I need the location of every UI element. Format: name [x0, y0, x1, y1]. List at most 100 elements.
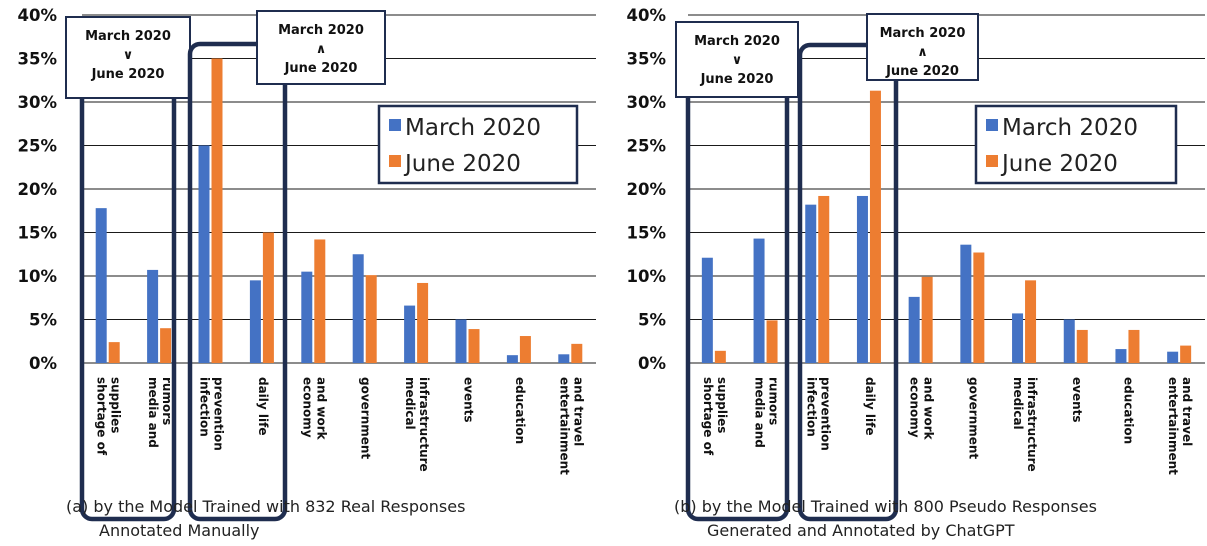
bar-march-2020	[701, 257, 713, 363]
x-category-label: education	[513, 377, 527, 444]
y-tick-label: 40%	[18, 6, 58, 25]
bar-march-2020	[960, 244, 972, 363]
annotation-box	[675, 21, 799, 98]
x-category-label: government	[359, 377, 373, 459]
bar-june-2020	[365, 275, 377, 363]
annotation-text: ∨	[732, 53, 743, 68]
bar-march-2020	[1115, 349, 1127, 363]
bar-march-2020	[558, 354, 570, 363]
x-category-label: media and	[146, 377, 160, 448]
y-tick-label: 30%	[18, 93, 58, 112]
bar-june-2020	[714, 350, 726, 363]
bar-march-2020	[198, 145, 210, 363]
bar-march-2020	[908, 296, 920, 363]
bar-march-2020	[1012, 313, 1024, 363]
legend-swatch	[389, 119, 401, 131]
legend-box	[974, 104, 1178, 185]
y-tick-label: 0%	[29, 354, 57, 373]
x-category-label: entertainment	[557, 377, 571, 475]
annotation-text: June 2020	[700, 72, 774, 87]
bar-june-2020	[766, 320, 778, 363]
bar-march-2020	[506, 355, 518, 363]
bar-march-2020	[352, 254, 364, 363]
x-category-label: infection	[804, 377, 818, 437]
bar-june-2020	[468, 329, 480, 363]
x-category-label: events	[1070, 377, 1084, 423]
y-tick-label: 30%	[627, 93, 667, 112]
bar-march-2020	[1063, 319, 1075, 363]
y-tick-label: 5%	[638, 311, 666, 330]
y-tick-label: 5%	[29, 311, 57, 330]
legend-label: March 2020	[405, 115, 541, 141]
legend-swatch	[986, 119, 998, 131]
x-category-label: media and	[753, 377, 767, 448]
bar-june-2020	[262, 232, 274, 363]
chart-caption: (b) by the Model Trained with 800 Pseudo…	[674, 497, 1097, 516]
y-tick-label: 15%	[18, 224, 58, 243]
legend: March 2020 June 2020	[974, 104, 1178, 185]
x-category-label: supplies	[715, 377, 729, 433]
bar-march-2020	[1167, 351, 1179, 363]
x-category-label: economy	[300, 377, 314, 438]
bar-june-2020	[519, 336, 531, 363]
x-category-label: entertainment	[1166, 377, 1180, 475]
x-category-label: prevention	[212, 377, 226, 451]
bar-march-2020	[249, 280, 261, 363]
x-category-label: prevention	[818, 377, 832, 451]
legend: March 2020 June 2020	[377, 104, 579, 185]
x-category-label: and travel	[1180, 377, 1194, 446]
annotation-box	[65, 16, 191, 99]
annotation-text: March 2020	[880, 26, 966, 41]
y-tick-label: 10%	[627, 267, 667, 286]
bar-march-2020	[404, 305, 416, 363]
bar-june-2020	[818, 195, 830, 363]
x-category-label: shortage of	[95, 377, 109, 456]
legend-label: March 2020	[1002, 115, 1138, 141]
annotation-box	[866, 13, 979, 81]
x-category-label: infection	[198, 377, 212, 437]
annotation-text: ∧	[316, 42, 327, 57]
bar-june-2020	[160, 328, 172, 363]
legend-label: June 2020	[1000, 151, 1118, 177]
annotation-text: June 2020	[885, 64, 959, 79]
y-tick-label: 25%	[627, 137, 667, 156]
bar-june-2020	[973, 252, 985, 363]
bar-june-2020	[869, 90, 881, 363]
chart-a: 0% 5% 10% 15% 20% 25% 30% 35% 40% shortage of supp…	[18, 6, 596, 540]
annotation-text: ∨	[123, 48, 134, 63]
bar-june-2020	[314, 239, 326, 363]
x-category-label: rumors	[160, 377, 174, 425]
x-category-label: daily life	[256, 377, 270, 436]
x-category-label: infrastructure	[1025, 377, 1039, 472]
chart-caption: (a) by the Model Trained with 832 Real R…	[66, 497, 465, 516]
chart-caption: Annotated Manually	[99, 521, 260, 540]
x-category-label: economy	[908, 377, 922, 438]
x-category-label: and travel	[571, 377, 585, 446]
x-category-label: rumors	[767, 377, 781, 425]
bar-march-2020	[147, 269, 159, 363]
x-category-label: and work	[922, 377, 936, 441]
bar-june-2020	[1025, 280, 1037, 363]
x-category-label: medical	[403, 377, 417, 430]
bar-june-2020	[1128, 329, 1140, 363]
chart-caption: Generated and Annotated by ChatGPT	[707, 521, 1015, 540]
bar-june-2020	[1180, 345, 1192, 363]
legend-swatch	[986, 155, 998, 167]
annotation-text: March 2020	[694, 34, 780, 49]
x-category-label: daily life	[863, 377, 877, 436]
x-category-label: government	[966, 377, 980, 459]
highlight-frame	[797, 42, 899, 522]
y-tick-label: 35%	[627, 50, 667, 69]
annotation-box	[256, 10, 386, 85]
bar-march-2020	[95, 208, 107, 363]
y-tick-label: 40%	[627, 6, 667, 25]
legend-swatch	[389, 155, 401, 167]
annotation-text: June 2020	[91, 67, 165, 82]
bar-june-2020	[417, 282, 429, 363]
x-category-label: medical	[1011, 377, 1025, 430]
x-category-label: and work	[314, 377, 328, 441]
annotation-text: ∧	[917, 45, 928, 60]
bar-june-2020	[1076, 329, 1088, 363]
bar-march-2020	[856, 195, 868, 363]
bar-june-2020	[211, 58, 223, 363]
